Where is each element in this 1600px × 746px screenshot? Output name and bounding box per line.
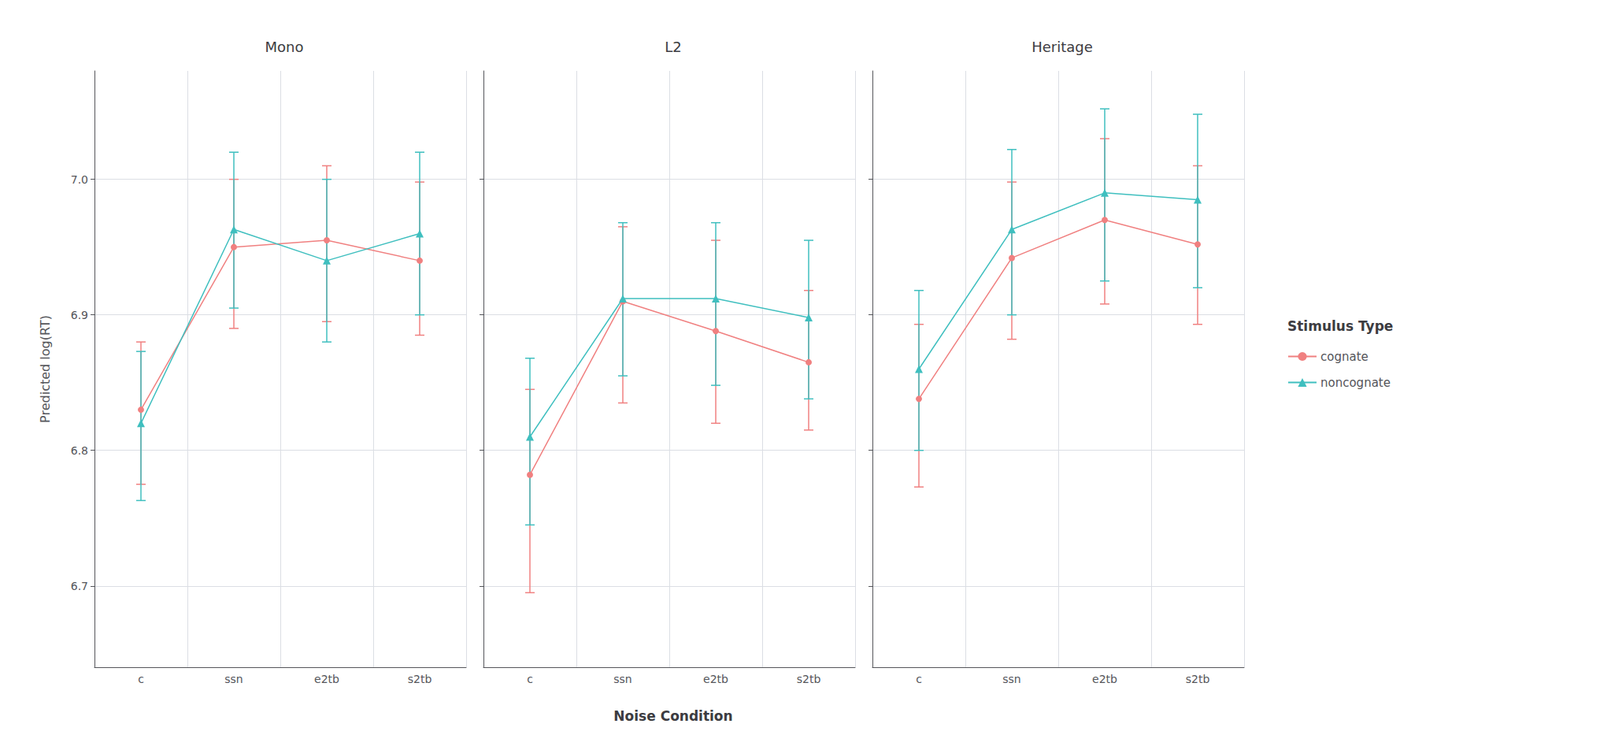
- svg-text:7.0: 7.0: [70, 173, 89, 186]
- svg-text:Noise Condition: Noise Condition: [613, 707, 733, 724]
- svg-text:s2tb: s2tb: [796, 672, 822, 686]
- svg-text:e2tb: e2tb: [1092, 672, 1118, 686]
- svg-text:6.7: 6.7: [70, 579, 89, 593]
- svg-text:cognate: cognate: [1320, 349, 1369, 364]
- svg-text:Predicted log(RT): Predicted log(RT): [37, 314, 53, 423]
- svg-text:Mono: Mono: [265, 38, 304, 56]
- svg-text:c: c: [915, 672, 923, 686]
- svg-text:ssn: ssn: [224, 672, 243, 686]
- svg-text:ssn: ssn: [1002, 672, 1021, 686]
- svg-text:s2tb: s2tb: [1185, 672, 1211, 686]
- svg-text:ssn: ssn: [613, 672, 632, 686]
- svg-text:Heritage: Heritage: [1031, 38, 1093, 56]
- svg-text:L2: L2: [664, 38, 682, 56]
- svg-text:e2tb: e2tb: [703, 672, 729, 686]
- svg-text:s2tb: s2tb: [407, 672, 433, 686]
- svg-text:c: c: [526, 672, 534, 686]
- svg-text:c: c: [137, 672, 145, 686]
- svg-text:6.8: 6.8: [70, 444, 89, 457]
- svg-text:e2tb: e2tb: [314, 672, 340, 686]
- svg-text:noncognate: noncognate: [1320, 375, 1391, 390]
- svg-text:6.9: 6.9: [70, 308, 89, 322]
- svg-text:Stimulus Type: Stimulus Type: [1287, 318, 1393, 334]
